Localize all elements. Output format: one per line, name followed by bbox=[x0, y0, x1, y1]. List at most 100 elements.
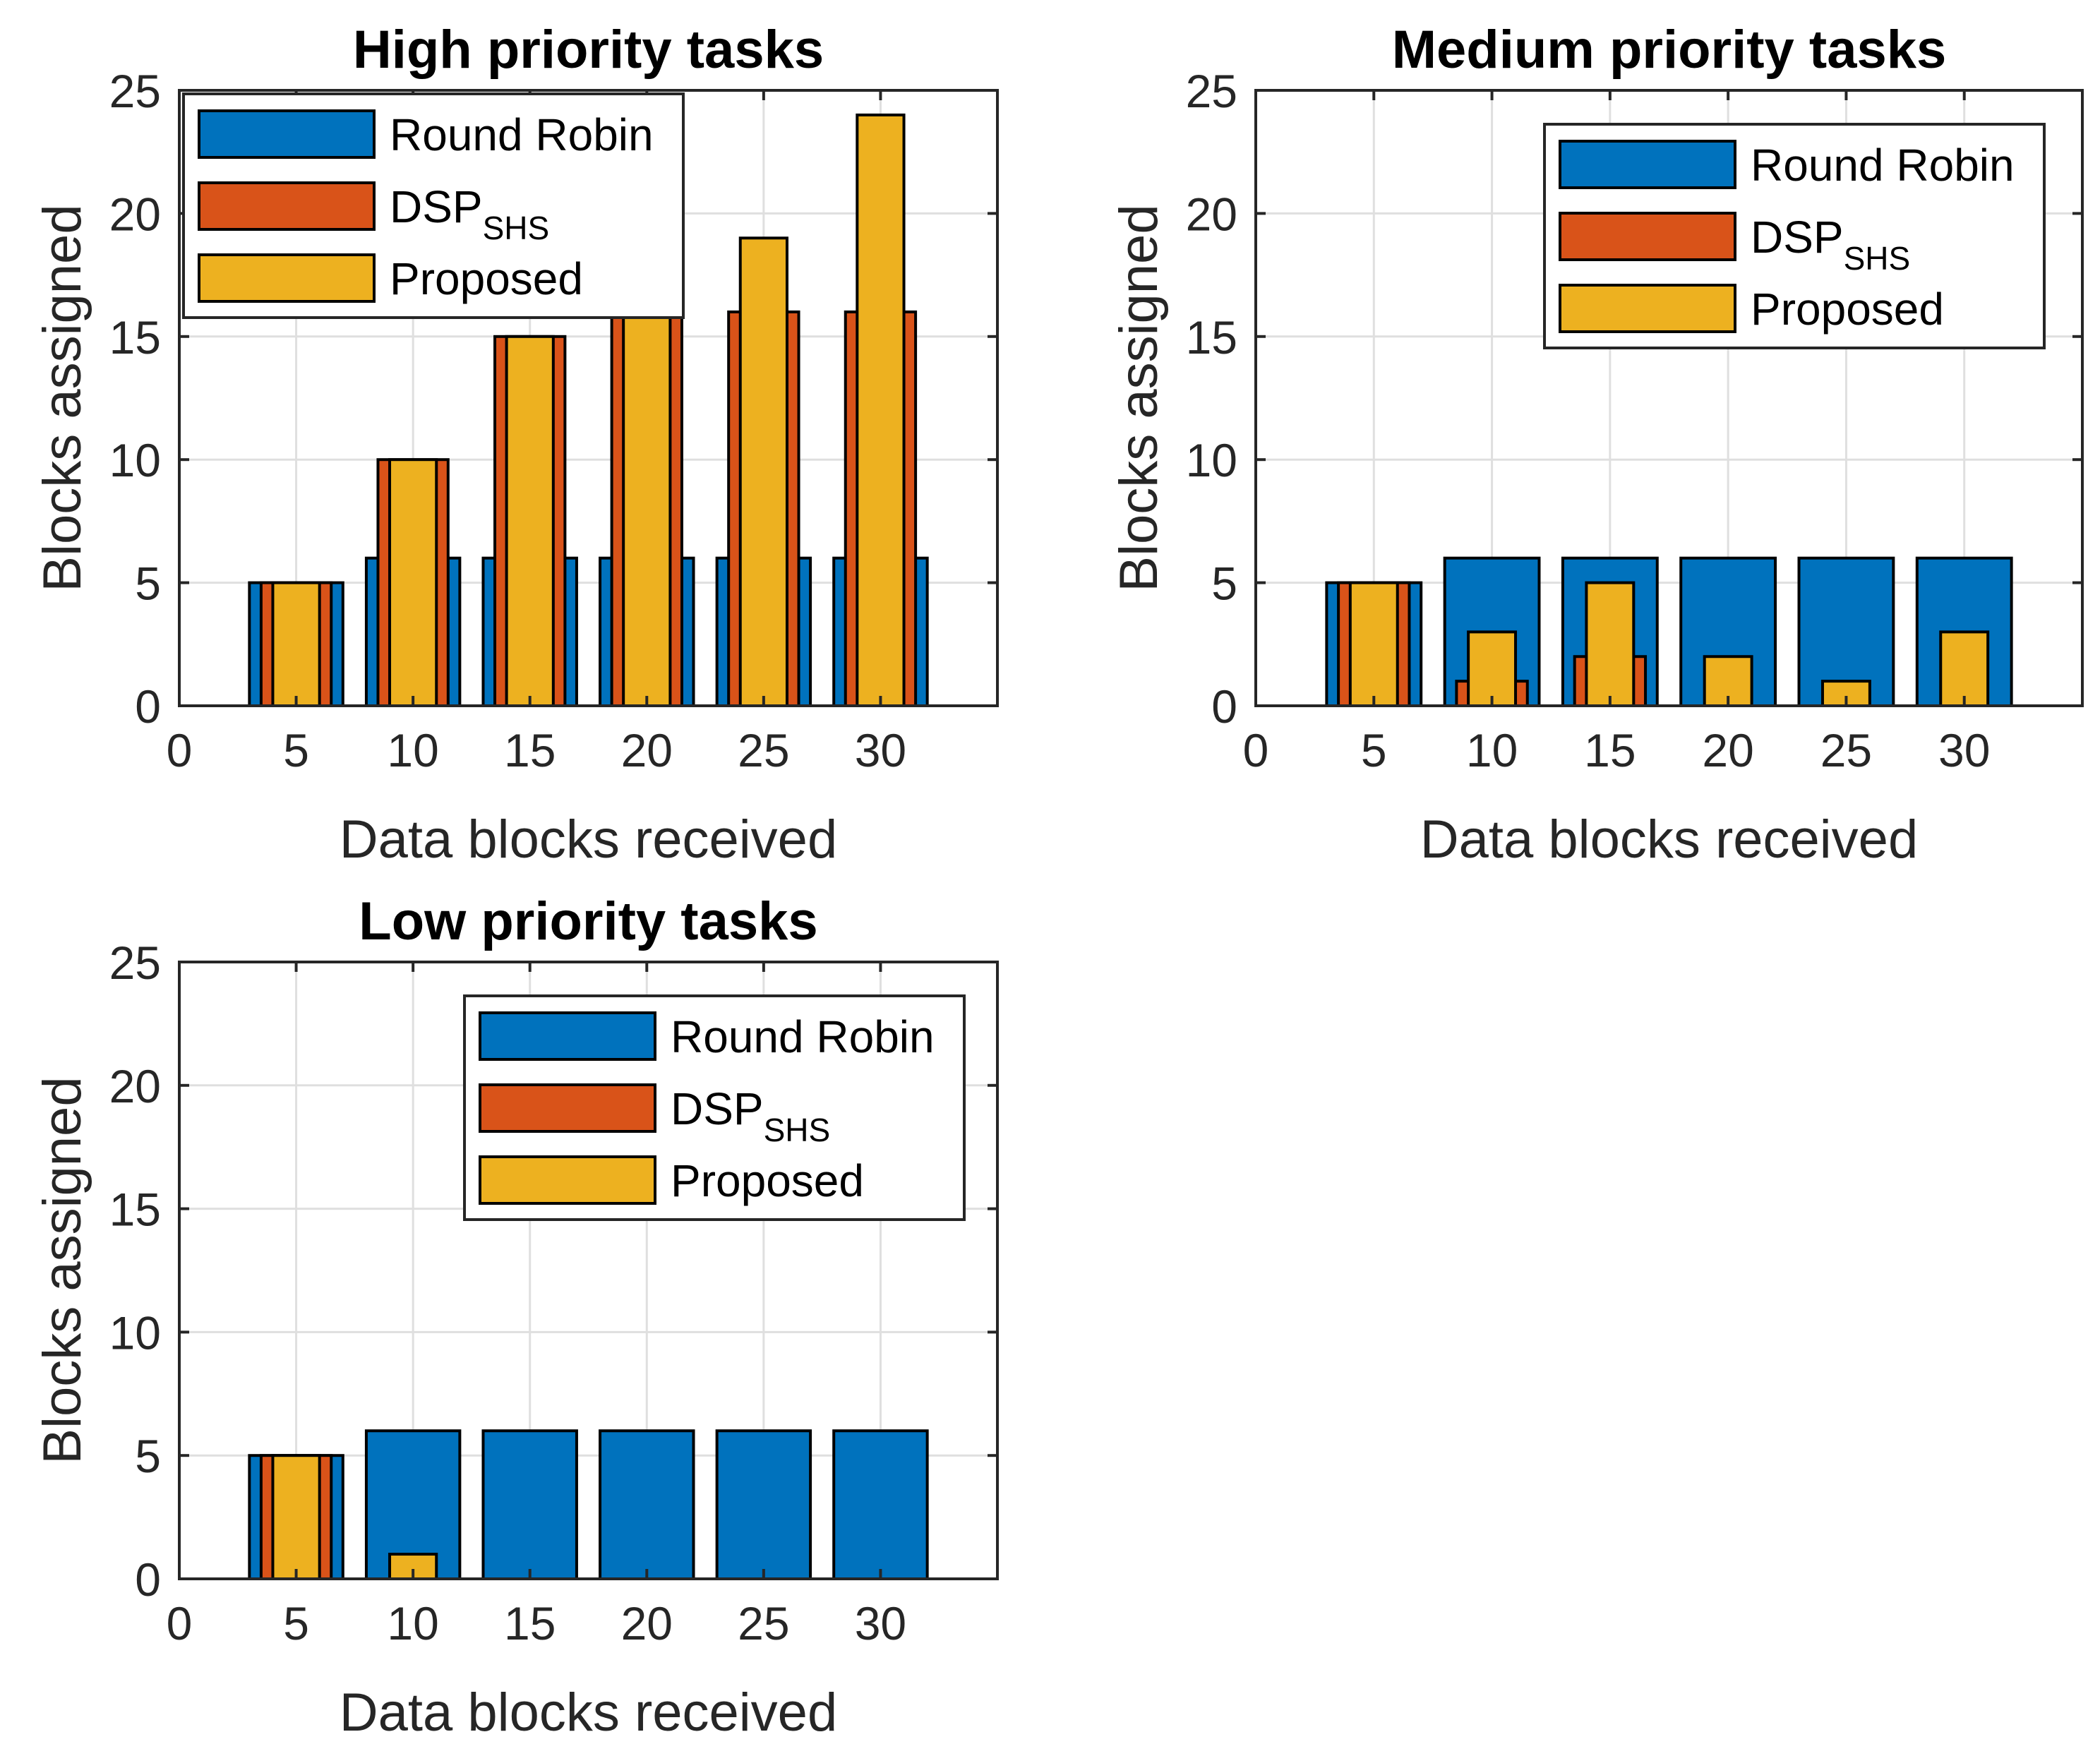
legend-label-main: Round Robin bbox=[1751, 140, 2015, 191]
legend-label-round-robin: Round Robin bbox=[671, 1011, 935, 1062]
x-tick-label: 10 bbox=[387, 724, 438, 776]
y-tick-label: 10 bbox=[1186, 434, 1237, 486]
x-tick-label: 30 bbox=[1938, 724, 1990, 776]
bar-round-robin-20 bbox=[599, 1429, 695, 1580]
legend-swatch-round-robin bbox=[198, 109, 376, 159]
y-tick-label: 20 bbox=[109, 1060, 161, 1112]
x-tick-label: 5 bbox=[283, 724, 309, 776]
axes-frame bbox=[1254, 89, 2084, 707]
x-axis-label: Data blocks received bbox=[340, 810, 837, 870]
y-tick-label: 5 bbox=[1211, 558, 1237, 610]
x-tick-label: 0 bbox=[167, 724, 193, 776]
x-tick-label: 30 bbox=[855, 724, 906, 776]
legend: Round Robin DSPSHS Proposed bbox=[1543, 123, 2046, 349]
x-axis-label: Data blocks received bbox=[1420, 810, 1918, 870]
x-tick-label: 20 bbox=[621, 724, 673, 776]
y-tick-label: 5 bbox=[135, 1430, 161, 1482]
chart-title: Medium priority tasks bbox=[1392, 20, 1947, 80]
legend: Round Robin DSPSHS Proposed bbox=[463, 994, 966, 1221]
legend-swatch-proposed bbox=[479, 1155, 656, 1205]
legend-label-proposed: Proposed bbox=[390, 253, 583, 304]
bar-proposed-15 bbox=[1585, 581, 1636, 707]
x-tick-label: 15 bbox=[1584, 724, 1636, 776]
y-tick-label: 25 bbox=[109, 65, 161, 117]
axes-frame bbox=[178, 89, 999, 707]
y-tick-label: 5 bbox=[135, 558, 161, 610]
legend-swatch-proposed bbox=[198, 253, 376, 303]
y-tick-label: 10 bbox=[109, 434, 161, 486]
legend-label-subscript: SHS bbox=[483, 210, 550, 246]
y-tick-label: 10 bbox=[109, 1306, 161, 1359]
legend-label-proposed: Proposed bbox=[1751, 284, 1944, 335]
y-axis-label: Blocks assigned bbox=[1109, 204, 1169, 591]
y-tick-label: 15 bbox=[1186, 311, 1237, 363]
bar-proposed-30 bbox=[1939, 630, 1990, 707]
legend-swatch-round-robin bbox=[479, 1011, 656, 1061]
chart-title: Low priority tasks bbox=[359, 891, 817, 951]
legend-label-subscript: SHS bbox=[1844, 240, 1911, 277]
chart-panel-1: 0 5 10 15 20 25 30 0 5 10 15 20 25 High priority task… bbox=[32, 20, 999, 870]
legend-label-main: Round Robin bbox=[671, 1011, 935, 1062]
legend-label-main: Proposed bbox=[390, 253, 583, 304]
legend-label-round-robin: Round Robin bbox=[1751, 140, 2015, 191]
x-tick-label: 30 bbox=[855, 1597, 906, 1649]
axes-frame bbox=[178, 961, 999, 1580]
bar-proposed-20 bbox=[622, 310, 672, 708]
legend-swatch-dsp-shs bbox=[198, 181, 376, 231]
legend-label-dsp-shs: DSPSHS bbox=[1751, 212, 1910, 277]
x-tick-label: 20 bbox=[1702, 724, 1753, 776]
chart-panel-3: 0 5 10 15 20 25 30 0 5 10 15 20 25 Low priority tasks… bbox=[32, 891, 999, 1743]
y-tick-label: 0 bbox=[135, 680, 161, 733]
bar-proposed-10 bbox=[388, 458, 438, 707]
bar-round-robin-25 bbox=[715, 1429, 812, 1580]
x-tick-label: 15 bbox=[504, 724, 556, 776]
legend-swatch-round-robin bbox=[1559, 140, 1736, 189]
chart-title: High priority tasks bbox=[353, 20, 824, 80]
y-tick-label: 25 bbox=[1186, 65, 1237, 117]
legend-label-main: Proposed bbox=[671, 1155, 864, 1206]
y-tick-label: 25 bbox=[109, 937, 161, 989]
bar-proposed-25 bbox=[738, 236, 788, 707]
bar-proposed-30 bbox=[856, 113, 906, 707]
x-tick-label: 10 bbox=[387, 1597, 438, 1649]
legend-label-main: DSP bbox=[1751, 212, 1844, 263]
legend-swatch-dsp-shs bbox=[1559, 212, 1736, 261]
legend-label-main: DSP bbox=[671, 1083, 764, 1134]
x-tick-label: 0 bbox=[167, 1597, 193, 1649]
x-tick-label: 25 bbox=[738, 1597, 789, 1649]
bar-proposed-10 bbox=[1467, 630, 1518, 707]
x-tick-label: 5 bbox=[283, 1597, 309, 1649]
x-tick-label: 10 bbox=[1466, 724, 1518, 776]
x-tick-label: 5 bbox=[1361, 724, 1387, 776]
bar-round-robin-15 bbox=[481, 1429, 578, 1580]
legend-label-proposed: Proposed bbox=[671, 1155, 864, 1206]
bar-proposed-15 bbox=[505, 335, 555, 707]
x-tick-label: 0 bbox=[1243, 724, 1269, 776]
y-tick-label: 0 bbox=[1211, 680, 1237, 733]
x-tick-label: 25 bbox=[738, 724, 789, 776]
bar-proposed-5 bbox=[271, 1454, 321, 1580]
x-axis-label: Data blocks received bbox=[340, 1683, 837, 1743]
legend: Round Robin DSPSHS Proposed bbox=[182, 92, 685, 319]
x-tick-label: 15 bbox=[504, 1597, 556, 1649]
legend-label-subscript: SHS bbox=[764, 1112, 831, 1148]
bar-round-robin-30 bbox=[832, 1429, 929, 1580]
y-tick-label: 0 bbox=[135, 1553, 161, 1606]
y-tick-label: 15 bbox=[109, 311, 161, 363]
y-tick-label: 20 bbox=[109, 188, 161, 240]
y-tick-label: 15 bbox=[109, 1184, 161, 1236]
bar-proposed-5 bbox=[1348, 581, 1399, 707]
legend-label-dsp-shs: DSPSHS bbox=[390, 181, 549, 246]
x-tick-label: 25 bbox=[1820, 724, 1872, 776]
legend-label-dsp-shs: DSPSHS bbox=[671, 1083, 830, 1148]
legend-label-main: DSP bbox=[390, 181, 483, 232]
y-tick-label: 20 bbox=[1186, 188, 1237, 240]
legend-label-round-robin: Round Robin bbox=[390, 109, 654, 160]
legend-swatch-proposed bbox=[1559, 284, 1736, 333]
chart-panel-2: 0 5 10 15 20 25 30 0 5 10 15 20 25 Medium priority ta… bbox=[1109, 20, 2084, 870]
legend-label-main: Proposed bbox=[1751, 284, 1944, 335]
legend-label-main: Round Robin bbox=[390, 109, 654, 160]
y-axis-label: Blocks assigned bbox=[32, 1076, 92, 1464]
y-axis-label: Blocks assigned bbox=[32, 204, 92, 591]
